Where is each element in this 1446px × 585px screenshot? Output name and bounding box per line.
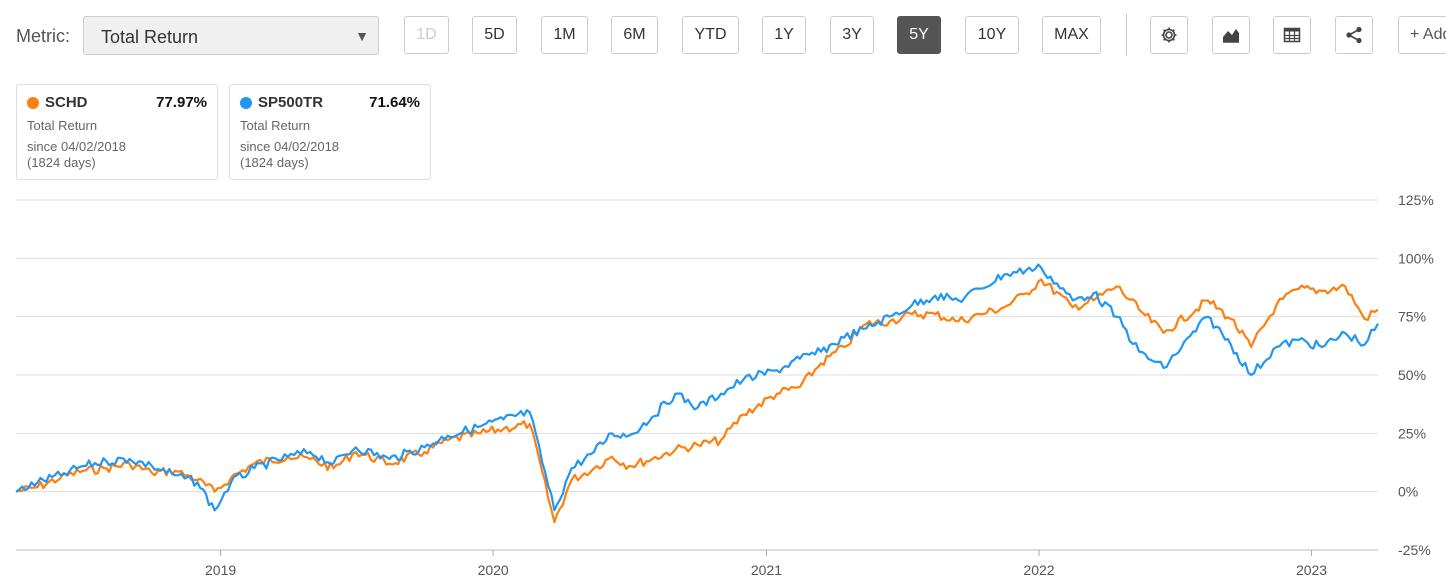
series-color-dot (27, 97, 39, 109)
x-tick-label: 2020 (478, 562, 509, 578)
legend-series-value: 77.97% (156, 94, 207, 111)
range-button-10y[interactable]: 10Y (965, 16, 1019, 54)
series-lines (15, 263, 1379, 524)
range-button-1y[interactable]: 1Y (762, 16, 806, 54)
y-tick-label: 125% (1398, 192, 1434, 208)
x-tick-label: 2021 (751, 562, 782, 578)
share-button[interactable] (1335, 16, 1373, 54)
range-button-5d[interactable]: 5D (472, 16, 517, 54)
table-icon (1283, 27, 1301, 43)
range-button-3y[interactable]: 3Y (830, 16, 874, 54)
y-tick-label: -25% (1398, 542, 1431, 558)
y-tick-label: 0% (1398, 484, 1418, 500)
legend-since-date: since 04/02/2018 (27, 139, 127, 154)
range-button-1m[interactable]: 1M (541, 16, 588, 54)
legend-day-count: (1824 days) (27, 155, 96, 170)
add-comparison-button[interactable]: + Add (1398, 16, 1446, 54)
range-button-6m[interactable]: 6M (611, 16, 658, 54)
chevron-down-icon: ▼ (355, 28, 369, 44)
legend-series-name: SP500TR (258, 94, 324, 111)
toolbar: Metric: Total Return ▼ 1D 5D 1M 6M YTD 1… (0, 0, 1446, 72)
legend-since-date: since 04/02/2018 (240, 139, 340, 154)
toolbar-divider (1126, 14, 1127, 56)
y-tick-label: 100% (1398, 250, 1434, 266)
settings-button[interactable] (1150, 16, 1188, 54)
share-icon (1346, 26, 1362, 44)
legend-series-value: 71.64% (369, 94, 420, 111)
metric-select[interactable]: Total Return ▼ (83, 16, 379, 55)
x-tick-label: 2023 (1296, 562, 1327, 578)
legend-metric: Total Return (240, 118, 311, 133)
range-button-5y[interactable]: 5Y (897, 16, 941, 54)
y-tick-label: 75% (1398, 309, 1426, 325)
series-line-schd[interactable] (15, 278, 1379, 524)
metric-label: Metric: (16, 26, 70, 46)
legend-card-schd[interactable]: SCHD 77.97% Total Return since 04/02/201… (16, 84, 218, 180)
range-button-ytd[interactable]: YTD (682, 16, 739, 54)
grid-lines (16, 199, 1378, 551)
series-color-dot (240, 97, 252, 109)
x-axis: 2019 2020 2021 2022 2023 (205, 550, 1327, 578)
range-button-max[interactable]: MAX (1042, 16, 1101, 54)
legend-series-name: SCHD (45, 94, 88, 111)
y-axis-labels: 125% 100% 75% 50% 25% 0% -25% (1398, 192, 1434, 558)
legend-day-count: (1824 days) (240, 155, 309, 170)
legend-card-sp500tr[interactable]: SP500TR 71.64% Total Return since 04/02/… (229, 84, 431, 180)
gear-icon (1161, 27, 1177, 43)
x-tick-label: 2022 (1023, 562, 1054, 578)
legend-metric: Total Return (27, 118, 98, 133)
metric-select-value: Total Return (101, 27, 199, 47)
table-view-button[interactable] (1273, 16, 1311, 54)
y-tick-label: 25% (1398, 425, 1426, 441)
series-line-sp500tr[interactable] (15, 263, 1379, 512)
x-tick-label: 2019 (205, 562, 236, 578)
range-button-1d[interactable]: 1D (404, 16, 449, 54)
chart-type-button[interactable] (1212, 16, 1250, 54)
y-tick-label: 50% (1398, 367, 1426, 383)
line-chart[interactable]: 125% 100% 75% 50% 25% 0% -25% 2019 2020 2021 2022… (0, 190, 1446, 585)
chart-type-icon (1223, 29, 1239, 43)
